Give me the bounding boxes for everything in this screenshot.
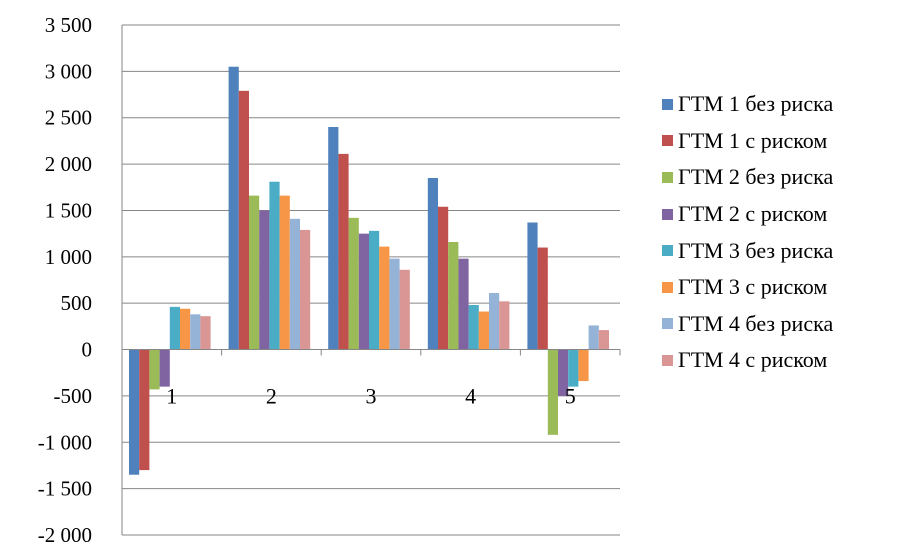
y-axis-tick-labels: 3 500 3 000 2 500 2 000 1 500 1 000 500 0 -500 -1… [38, 13, 92, 546]
bar [338, 153, 349, 350]
legend-item: ГТМ 1 с риском [662, 123, 916, 160]
axes [121, 25, 621, 535]
legend-swatch [662, 98, 673, 110]
bar [448, 241, 459, 350]
bar [169, 306, 180, 350]
x-axis-category-labels: 1 2 3 4 5 [166, 384, 575, 409]
bar [499, 301, 510, 350]
bar [458, 258, 469, 350]
x-category-label: 1 [166, 384, 177, 409]
bar [379, 246, 390, 350]
bar [537, 247, 548, 350]
y-tick-label: 2 500 [45, 106, 92, 130]
x-category-label: 4 [465, 384, 476, 409]
bar [389, 258, 400, 350]
bar [427, 178, 438, 350]
bar [348, 217, 359, 350]
bar [269, 181, 280, 350]
legend-swatch [662, 208, 673, 220]
bar [200, 316, 211, 350]
legend-label: ГТМ 4 без риска [678, 310, 834, 336]
legend-item: ГТМ 2 без риска [662, 159, 916, 196]
legend-item: ГТМ 3 без риска [662, 232, 916, 269]
legend-item: ГТМ 2 с риском [662, 196, 916, 233]
x-category-label: 2 [266, 384, 277, 409]
legend-swatch [662, 318, 673, 330]
legend-label: ГТМ 2 с риском [678, 201, 828, 227]
bar [228, 66, 239, 350]
y-tick-label: -500 [54, 384, 93, 408]
legend-label: ГТМ 4 с риском [678, 347, 828, 373]
legend-swatch [662, 281, 673, 293]
bar [300, 229, 311, 350]
x-category-label: 5 [565, 384, 576, 409]
bar [489, 292, 500, 350]
y-tick-label: 2 000 [45, 152, 92, 176]
bars [129, 66, 609, 475]
legend-item: ГТМ 1 без риска [662, 86, 916, 123]
bar [238, 90, 249, 350]
y-tick-label: 500 [61, 291, 93, 315]
y-tick-label: 1 000 [45, 245, 92, 269]
bar [358, 233, 369, 350]
legend-swatch [662, 245, 673, 257]
legend-label: ГТМ 3 без риска [678, 237, 834, 263]
legend-swatch [662, 171, 673, 183]
bar [588, 325, 599, 350]
bar [547, 349, 558, 435]
bar-chart: 3 500 3 000 2 500 2 000 1 500 1 000 500 0 -500 -1… [38, 13, 621, 546]
y-tick-label: -1 500 [38, 477, 92, 501]
bar [468, 305, 479, 350]
legend-item: ГТМ 3 с риском [662, 269, 916, 306]
bar [527, 222, 538, 350]
bar [369, 230, 380, 350]
bar [139, 349, 150, 471]
legend-label: ГТМ 1 без риска [678, 91, 834, 117]
bar [328, 127, 339, 350]
bar [558, 349, 569, 396]
bar [249, 195, 260, 350]
bar [190, 314, 201, 350]
bar [180, 308, 191, 350]
legend-swatch [662, 354, 673, 366]
bar [159, 349, 170, 387]
bar [149, 349, 160, 390]
y-tick-label: -1 000 [38, 430, 92, 454]
legend-label: ГТМ 1 с риском [678, 127, 828, 153]
legend-item: ГТМ 4 без риска [662, 306, 916, 343]
x-category-label: 3 [366, 384, 377, 409]
bar [129, 349, 140, 475]
bar [578, 349, 589, 382]
bar [259, 210, 270, 350]
legend: ГТМ 1 без риска ГТМ 1 с риском ГТМ 2 без р… [662, 86, 916, 379]
bar [279, 195, 290, 350]
legend-label: ГТМ 3 с риском [678, 274, 828, 300]
bar [438, 206, 449, 350]
y-tick-label: 1 500 [45, 198, 92, 222]
legend-item: ГТМ 4 с риском [662, 342, 916, 379]
legend-label: ГТМ 2 без риска [678, 164, 834, 190]
bar [478, 311, 489, 350]
bar [598, 330, 609, 350]
y-tick-label: 3 000 [45, 59, 92, 83]
bar [568, 349, 579, 387]
y-tick-label: 0 [82, 338, 93, 362]
y-tick-label: 3 500 [45, 13, 92, 37]
y-tick-label: -2 000 [38, 523, 92, 546]
bar [399, 269, 410, 350]
bar [289, 218, 300, 350]
legend-swatch [662, 135, 673, 147]
